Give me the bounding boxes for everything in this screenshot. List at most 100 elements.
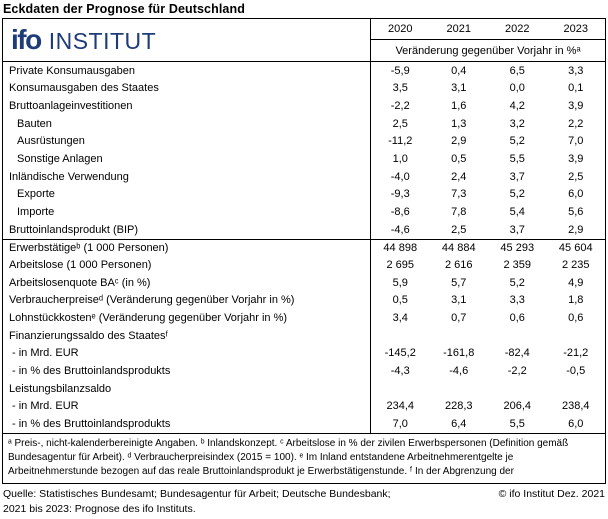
value-cell: 3,1 (451, 294, 467, 307)
row-label: Konsumausgaben des Staates (3, 79, 371, 98)
value-cell: 3,7 (509, 170, 525, 183)
value-cell: 238,4 (561, 400, 590, 413)
value-cell: -4,6 (449, 364, 469, 377)
year-column-header: 2022 (505, 23, 530, 35)
value-cell: 0,6 (568, 312, 584, 325)
value-cell: 3,1 (451, 82, 467, 95)
table-row: Bruttoinlandsprodukt (BIP) -4,6 2,5 3,7 2,9 (3, 220, 605, 239)
row-label: Bruttoinlandsprodukt (BIP) (3, 220, 371, 239)
row-label: Finanzierungssaldo des Staatesᶠ (3, 326, 371, 345)
table-header: ifo INSTITUT 2020 2021 2022 2023 Verände… (3, 19, 605, 62)
value-cell: 7,0 (392, 417, 408, 430)
table-row: Private Konsumausgaben -5,9 0,4 6,5 3,3 (3, 62, 605, 80)
value-cell: -21,2 (563, 347, 589, 360)
table-row: Arbeitslose (1 000 Personen) 2 695 2 616 2 … (3, 256, 605, 274)
value-cell: -11,2 (388, 135, 413, 148)
footnote-line: Bundesagentur für Arbeit). ᵈ Verbraucher… (8, 451, 514, 463)
ifo-logo-suffix: INSTITUT (48, 28, 157, 54)
value-cell: 2,5 (392, 117, 408, 130)
table-row: Importe -8,6 7,8 5,4 5,6 (3, 203, 605, 221)
value-cell: 44 884 (441, 241, 476, 254)
value-cell (371, 327, 430, 345)
value-cell: 3,7 (509, 223, 525, 236)
row-label: Ausrüstungen (3, 132, 371, 151)
source-line-2: 2021 bis 2023: Prognose des ifo Institut… (3, 502, 196, 515)
row-label: - in Mrd. EUR (3, 344, 371, 363)
value-cell: -8,6 (390, 206, 410, 219)
table-row: Leistungsbilanzsaldo (3, 379, 606, 398)
row-label: Private Konsumausgaben (3, 62, 371, 80)
value-cell: 2 235 (561, 259, 590, 272)
forecast-table: ifo INSTITUT 2020 2021 2022 2023 Verände… (2, 18, 606, 484)
value-cell: -82,4 (504, 347, 530, 360)
table-row: - in % des Bruttoinlandsprodukts -4,3 -4,6… (3, 362, 605, 380)
copyright-note: © ifo Institut Dez. 2021 (498, 487, 605, 500)
year-header-group: 2020 2021 2022 2023 Veränderung gegenübe… (371, 19, 605, 61)
row-label: Leistungsbilanzsaldo (3, 379, 371, 398)
year-column-header: 2020 (388, 23, 413, 35)
year-column-header: 2023 (563, 23, 588, 35)
table-row: Exporte -9,3 7,3 5,2 6,0 (3, 185, 605, 204)
value-cell: 6,0 (568, 188, 584, 201)
row-label: Exporte (3, 185, 371, 204)
value-cell: 3,9 (568, 153, 584, 166)
value-cell: 5,2 (509, 135, 525, 148)
ifo-institut-logo: ifo INSTITUT (11, 26, 156, 54)
value-cell: 234,4 (386, 400, 415, 413)
value-cell: 5,2 (509, 188, 525, 201)
value-cell: 2,2 (568, 117, 584, 130)
row-label: Lohnstückkostenᵉ (Veränderung gegenüber … (3, 309, 371, 327)
table-row: Finanzierungssaldo des Staatesᶠ (3, 326, 605, 345)
row-label: Importe (3, 203, 371, 221)
value-cell: 2 359 (503, 259, 532, 272)
row-label: Arbeitslose (1 000 Personen) (3, 256, 371, 274)
value-cell: 3,3 (509, 294, 525, 307)
source-line-1: Quelle: Statistisches Bundesamt; Bundesa… (3, 487, 391, 500)
value-cell: 0,4 (451, 64, 467, 77)
value-cell: 7,3 (451, 188, 467, 201)
table-row: - in Mrd. EUR 234,4 228,3 206,4 238,4 (3, 397, 605, 416)
value-cell: 44 898 (383, 241, 418, 254)
value-cell (430, 327, 489, 345)
row-label: Bauten (3, 114, 371, 133)
value-cell: 2,5 (451, 223, 467, 236)
table-body: Private Konsumausgaben -5,9 0,4 6,5 3,3 Konsu… (3, 62, 605, 433)
ifo-logo-brand: ifo (11, 24, 42, 55)
value-cell: -4,3 (390, 364, 410, 377)
value-cell (371, 380, 430, 398)
value-cell: 3,3 (568, 64, 584, 77)
value-cell: 5,4 (509, 206, 525, 219)
value-cell: 1,3 (451, 117, 467, 130)
value-cell: -4,0 (390, 170, 410, 183)
value-cell: 3,9 (568, 100, 584, 113)
value-cell: -2,2 (507, 364, 527, 377)
page-title: Eckdaten der Prognose für Deutschland (3, 2, 245, 16)
value-cell: 5,5 (509, 417, 525, 430)
unit-header: Veränderung gegenüber Vorjahr in %ᵃ (395, 44, 581, 57)
table-row: Erwerbstätigeᵇ (1 000 Personen) 44 898 44 … (3, 238, 605, 257)
value-cell: 0,5 (392, 294, 408, 307)
value-cell: 0,1 (568, 82, 584, 95)
value-cell: 7,0 (568, 135, 584, 148)
table-row: Konsumausgaben des Staates 3,5 3,1 0,0 0,1 (3, 79, 605, 98)
table-row: Arbeitslosenquote BAᶜ (in %) 5,9 5,7 5,2 4,9 (3, 273, 605, 292)
value-cell: 3,5 (392, 82, 408, 95)
value-cell: 1,0 (392, 153, 408, 166)
value-cell: 2 695 (386, 259, 415, 272)
value-cell: 2,4 (451, 170, 467, 183)
row-label: Sonstige Anlagen (3, 150, 371, 168)
footnote-line: ᵃ Preis-, nicht-kalenderbereinigte Angab… (8, 437, 569, 449)
value-cell: 2,9 (568, 223, 584, 236)
value-cell: 1,8 (568, 294, 584, 307)
value-cell: -4,6 (390, 223, 410, 236)
value-cell: 206,4 (503, 400, 532, 413)
value-cell (547, 380, 606, 398)
value-cell: 2,9 (451, 135, 467, 148)
table-row: - in % des Bruttoinlandsprodukts 7,0 6,4 5,… (3, 415, 605, 433)
value-cell (430, 380, 489, 398)
footnote-line: Arbeitnehmerstunde bezogen auf das reale… (8, 465, 514, 477)
value-cell: 6,5 (509, 64, 525, 77)
table-row: Lohnstückkostenᵉ (Veränderung gegenüber … (3, 309, 605, 327)
logo-cell: ifo INSTITUT (3, 19, 371, 61)
